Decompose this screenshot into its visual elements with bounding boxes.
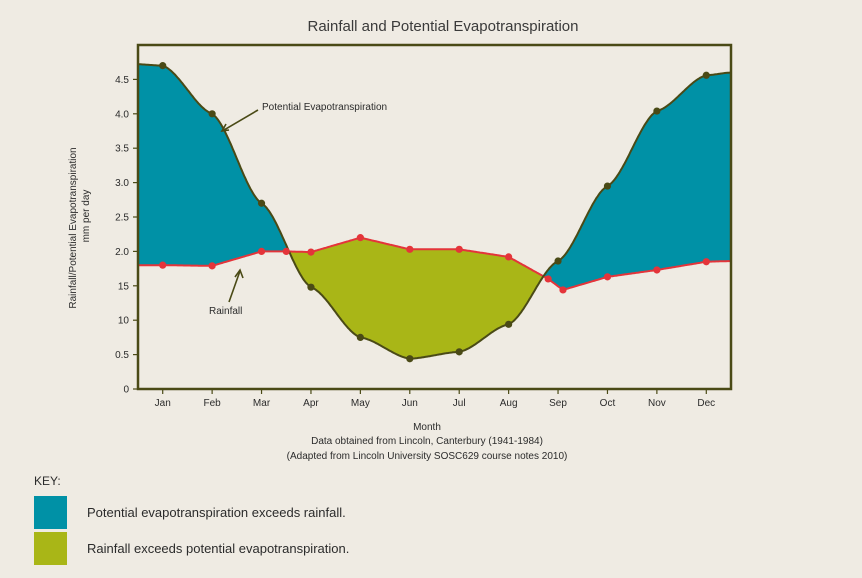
rainfall-point bbox=[257, 247, 266, 255]
pet-point bbox=[554, 257, 562, 265]
key-item-rain-exceeds: Rainfall exceeds potential evapotranspir… bbox=[34, 531, 349, 565]
source-line-2: (Adapted from Lincoln University SOSC629… bbox=[287, 451, 568, 462]
pet-point bbox=[356, 333, 364, 341]
rainfall-arrow-head bbox=[234, 268, 244, 279]
y-tick-label: 4.0 bbox=[115, 109, 129, 120]
x-axis: Jan Feb Mar Apr May Jun Jul Aug Sep Oct Nov Dec bbox=[155, 389, 715, 409]
x-tick-label: Jun bbox=[402, 398, 418, 409]
source-line-1: Data obtained from Lincoln, Canterbury (… bbox=[311, 436, 543, 447]
x-tick-label: Feb bbox=[204, 398, 222, 409]
rainfall-point bbox=[208, 262, 216, 270]
pet-point bbox=[208, 110, 216, 118]
y-tick-label: 4.5 bbox=[115, 75, 129, 86]
rainfall-point bbox=[702, 258, 710, 266]
y-tick-label: 15 bbox=[118, 281, 130, 292]
pet-annotation-arrow bbox=[223, 109, 259, 131]
rainfall-point bbox=[159, 261, 167, 269]
x-tick-label: Nov bbox=[648, 398, 666, 409]
rainfall-point bbox=[653, 266, 661, 274]
x-axis-label: Month bbox=[413, 422, 441, 433]
pet-point bbox=[455, 348, 463, 356]
rainfall-point bbox=[282, 247, 290, 255]
pet-point bbox=[702, 71, 710, 79]
y-tick-label: 3.0 bbox=[115, 178, 129, 189]
rainfall-line bbox=[138, 236, 732, 291]
y-axis-unit: mm per day bbox=[81, 190, 92, 243]
rainfall-point bbox=[544, 275, 552, 283]
pet-exceeds-region bbox=[138, 64, 289, 266]
x-tick-label: Mar bbox=[253, 398, 271, 409]
plot-area: Potential Evapotranspiration Rainfall bbox=[136, 43, 733, 391]
pet-point bbox=[505, 320, 513, 328]
rainfall-point bbox=[505, 253, 513, 261]
pet-point bbox=[159, 62, 167, 70]
chart: Rainfall and Potential Evapotranspiratio… bbox=[68, 18, 733, 462]
pet-point bbox=[653, 107, 661, 115]
pet-exceeds-region bbox=[544, 72, 731, 290]
rainfall-point bbox=[307, 248, 315, 256]
pet-line bbox=[138, 63, 732, 360]
x-tick-label: Aug bbox=[500, 398, 518, 409]
rain-exceeds-region bbox=[290, 237, 544, 359]
y-axis: 0 0.5 10 15 2.0 2.5 3.0 3.5 4.0 4.5 bbox=[115, 75, 138, 396]
key-item-pet-exceeds: Potential evapotranspiration exceeds rai… bbox=[34, 495, 349, 529]
pet-point bbox=[406, 355, 414, 363]
x-tick-label: May bbox=[351, 398, 370, 409]
pet-arrow-head bbox=[220, 123, 230, 133]
x-tick-label: Apr bbox=[303, 398, 319, 409]
x-tick-label: Oct bbox=[600, 398, 616, 409]
x-tick-label: Dec bbox=[697, 398, 715, 409]
pet-annotation: Potential Evapotranspiration bbox=[262, 102, 387, 113]
key-label: Potential evapotranspiration exceeds rai… bbox=[87, 504, 346, 520]
key-label: Rainfall exceeds potential evapotranspir… bbox=[87, 540, 350, 556]
key-title: KEY: bbox=[34, 474, 61, 488]
y-axis-label: Rainfall/Potential Evapotranspiration bbox=[68, 147, 79, 308]
chart-title: Rainfall and Potential Evapotranspiratio… bbox=[307, 18, 578, 35]
rainfall-point bbox=[406, 245, 414, 253]
y-tick-label: 10 bbox=[118, 316, 130, 327]
pet-point bbox=[257, 199, 266, 207]
rainfall-point bbox=[603, 273, 612, 281]
pet-point bbox=[307, 283, 315, 291]
rainfall-point bbox=[356, 234, 364, 242]
y-tick-label: 0 bbox=[123, 385, 129, 396]
x-tick-label: Jan bbox=[155, 398, 171, 409]
rainfall-point bbox=[559, 286, 567, 294]
rainfall-annotation-arrow bbox=[228, 270, 241, 303]
pet-point bbox=[603, 182, 612, 190]
x-tick-label: Jul bbox=[453, 398, 466, 409]
y-tick-label: 2.5 bbox=[115, 213, 129, 224]
key-swatch-green bbox=[34, 531, 67, 565]
rainfall-annotation: Rainfall bbox=[209, 306, 242, 317]
y-tick-label: 0.5 bbox=[115, 350, 129, 361]
y-tick-label: 2.0 bbox=[115, 247, 129, 258]
y-tick-label: 3.5 bbox=[115, 144, 129, 155]
key-swatch-teal bbox=[34, 495, 67, 529]
x-tick-label: Sep bbox=[549, 398, 567, 409]
rainfall-point bbox=[455, 245, 463, 253]
key: KEY: Potential evapotranspiration exceed… bbox=[34, 474, 349, 567]
